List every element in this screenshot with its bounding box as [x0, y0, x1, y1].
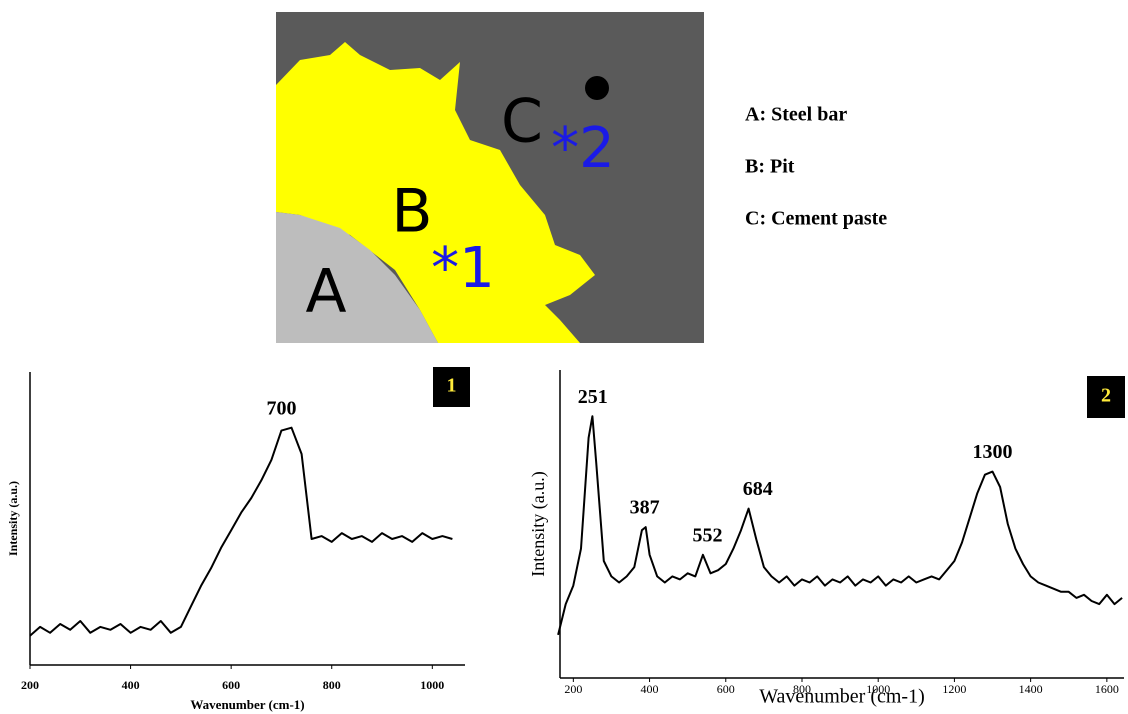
- spectrum-line: [558, 416, 1122, 635]
- legend-text: A: Steel bar: [745, 104, 847, 126]
- point-label: *1: [431, 236, 495, 301]
- peak-label: 552: [692, 524, 722, 546]
- panel-label: 2: [1101, 385, 1111, 407]
- x-tick-label: 800: [323, 678, 341, 692]
- y-axis-label: Intensity (a.u.): [6, 481, 20, 556]
- page: {"image":{"labels":["A","B","C"],"points…: [0, 0, 1128, 714]
- x-tick-label: 1600: [1095, 682, 1119, 696]
- x-tick-label: 400: [641, 682, 659, 696]
- x-tick-label: 400: [122, 678, 140, 692]
- x-tick-label: 1200: [942, 682, 966, 696]
- x-axis-label: Wavenumber (cm-1): [190, 697, 304, 712]
- legend-text: C: Cement paste: [745, 208, 887, 230]
- x-tick-label: 200: [21, 678, 39, 692]
- peak-label: 1300: [973, 441, 1013, 463]
- micrograph: A B C *1 *2: [276, 12, 704, 343]
- x-tick-label: 1400: [1019, 682, 1043, 696]
- peak-label: 387: [630, 497, 660, 519]
- x-tick-label: 200: [564, 682, 582, 696]
- region-label: A: [305, 257, 346, 327]
- spectrum-line: [30, 428, 452, 636]
- point-label: *2: [551, 116, 615, 181]
- figure: A B C *1 *2 A: Steel bar B: Pit C: Cemen…: [0, 0, 1128, 714]
- x-tick-label: 1000: [420, 678, 444, 692]
- panel-label: 1: [447, 375, 457, 397]
- y-axis-label: Intensity (a.u.): [528, 471, 549, 576]
- x-axis-label: Wavenumber (cm-1): [759, 686, 925, 708]
- legend-text: B: Pit: [745, 156, 795, 178]
- peak-label: 700: [266, 397, 296, 419]
- x-tick-label: 600: [717, 682, 735, 696]
- void: [585, 76, 609, 100]
- region-label: B: [391, 177, 432, 247]
- peak-label: 684: [743, 478, 773, 500]
- peak-label: 251: [578, 386, 608, 408]
- region-label: C: [501, 87, 543, 157]
- x-tick-label: 600: [222, 678, 240, 692]
